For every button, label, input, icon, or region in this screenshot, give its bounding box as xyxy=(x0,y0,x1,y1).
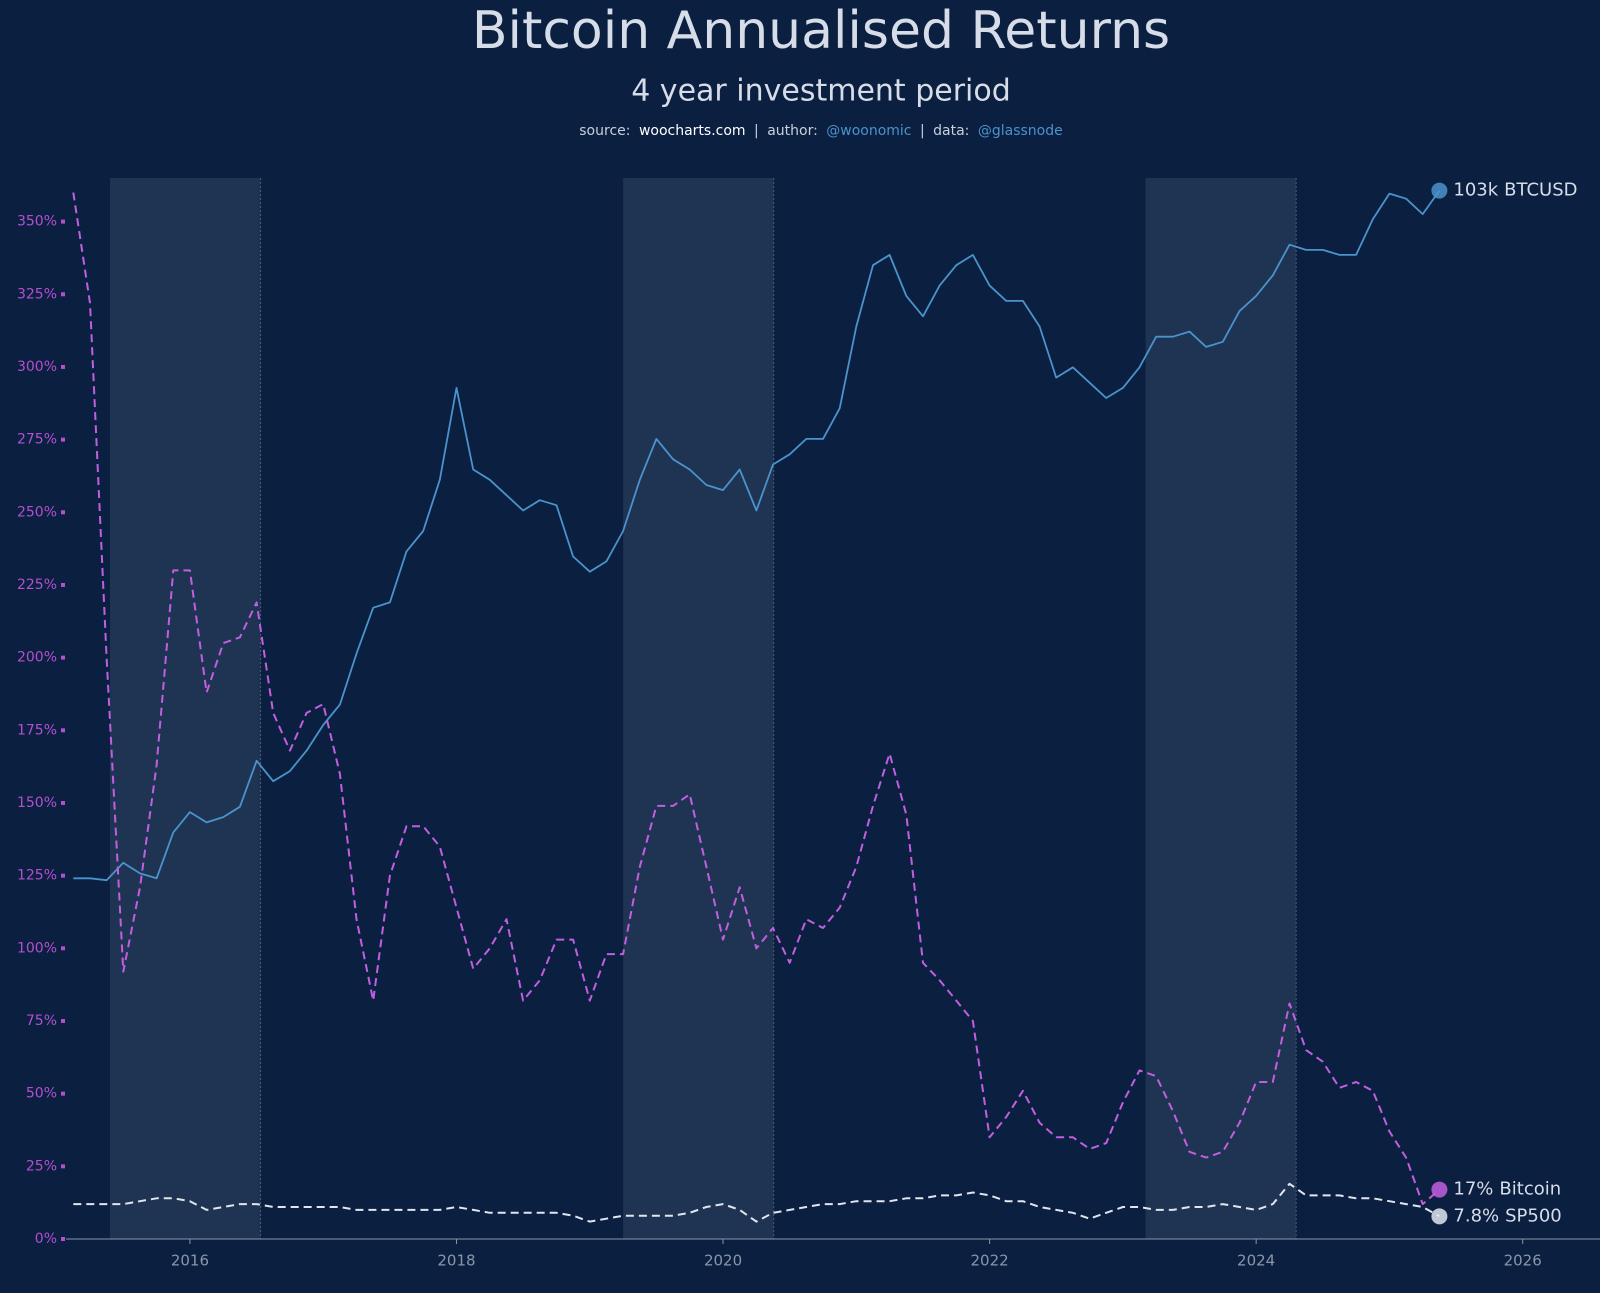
author-label: author: xyxy=(767,123,818,139)
y-tick xyxy=(61,292,65,297)
credits: source: woocharts.com | author: @woonomi… xyxy=(579,123,1062,139)
y-tick-label: 225% xyxy=(17,577,57,593)
chart-subtitle: 4 year investment period xyxy=(631,74,1011,109)
x-tick-label: 2020 xyxy=(704,1252,742,1270)
x-tick-label: 2024 xyxy=(1237,1252,1275,1270)
shaded-band xyxy=(623,178,774,1239)
end-point xyxy=(1431,182,1448,199)
y-tick-label: 75% xyxy=(26,1013,57,1029)
y-tick-label: 175% xyxy=(17,722,57,738)
y-tick xyxy=(61,582,65,587)
series-name: Bitcoin xyxy=(1499,1179,1561,1200)
end-point xyxy=(1431,1181,1448,1198)
data-label: data: xyxy=(933,123,969,139)
end-label: 103k BTCUSD xyxy=(1453,180,1577,201)
series-line xyxy=(73,1182,1440,1223)
chart-title: Bitcoin Annualised Returns xyxy=(472,1,1170,61)
x-tick-label: 2022 xyxy=(971,1252,1009,1270)
y-tick-label: 325% xyxy=(17,286,57,302)
end-value: 7.8% xyxy=(1453,1205,1499,1226)
y-tick xyxy=(61,1237,65,1241)
y-tick xyxy=(61,364,65,369)
shaded-band xyxy=(109,178,261,1239)
end-label: 7.8% SP500 xyxy=(1453,1205,1561,1226)
x-tick-label: 2026 xyxy=(1504,1252,1542,1270)
y-tick xyxy=(61,510,65,515)
series-line xyxy=(72,192,1441,1206)
x-tick-label: 2016 xyxy=(171,1252,209,1270)
end-label: 17% Bitcoin xyxy=(1453,1179,1561,1200)
y-tick-label: 250% xyxy=(17,504,57,520)
bands xyxy=(109,178,1297,1239)
end-value: 17% xyxy=(1453,1179,1493,1200)
y-tick-label: 100% xyxy=(17,940,57,956)
y-tick xyxy=(61,728,65,733)
y-tick xyxy=(61,437,65,442)
series-name: SP500 xyxy=(1505,1205,1562,1226)
y-tick xyxy=(61,800,65,805)
y-tick-label: 50% xyxy=(26,1086,57,1102)
series-line xyxy=(73,190,1441,882)
end-value: 103k xyxy=(1453,180,1498,201)
separator: | xyxy=(920,123,925,139)
source: woocharts.com xyxy=(639,123,746,139)
shaded-band xyxy=(1145,178,1297,1239)
y-tick xyxy=(61,219,65,224)
y-tick-label: 300% xyxy=(17,359,57,375)
separator: | xyxy=(754,123,759,139)
y-tick-label: 350% xyxy=(17,214,57,230)
y-tick-label: 200% xyxy=(17,650,57,666)
y-tick xyxy=(61,1164,65,1169)
y-tick-label: 25% xyxy=(26,1158,57,1174)
y-tick-label: 150% xyxy=(17,795,57,811)
y-tick xyxy=(61,1091,65,1096)
x-tick-label: 2018 xyxy=(437,1252,475,1270)
y-tick-label: 0% xyxy=(35,1231,57,1247)
y-tick-label: 125% xyxy=(17,868,57,884)
end-point xyxy=(1431,1208,1448,1225)
source-label: source: xyxy=(579,123,630,139)
author: @woonomic xyxy=(826,123,911,139)
y-tick xyxy=(61,873,65,878)
y-tick-label: 275% xyxy=(17,432,57,448)
y-tick xyxy=(61,946,65,951)
data-source: @glassnode xyxy=(978,123,1063,139)
y-tick xyxy=(61,655,65,660)
series-name: BTCUSD xyxy=(1504,180,1577,201)
y-tick xyxy=(61,1018,65,1023)
